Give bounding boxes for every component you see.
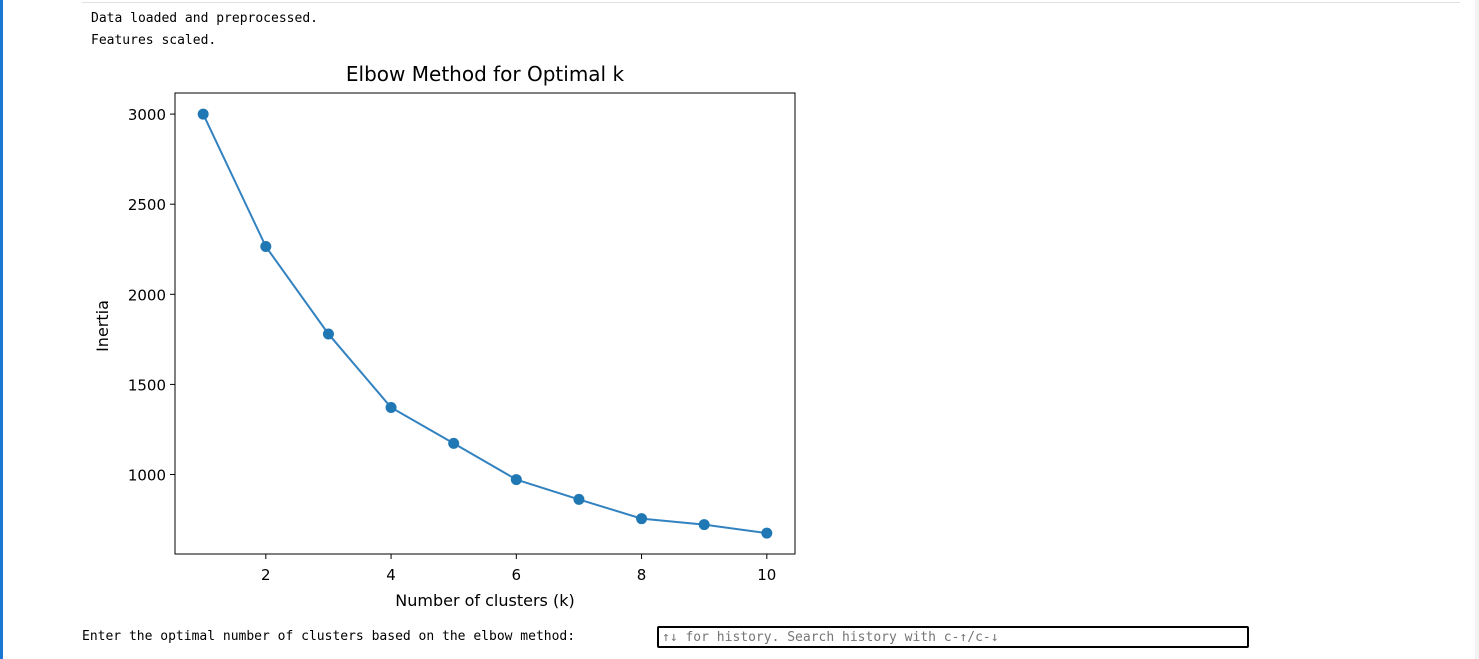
x-axis: 2 4 6 8 10 bbox=[261, 554, 776, 584]
x-tick-label: 2 bbox=[261, 566, 271, 584]
scrollbar[interactable] bbox=[1475, 0, 1479, 659]
x-tick-label: 4 bbox=[386, 566, 396, 584]
data-point bbox=[448, 437, 460, 449]
x-tick-label: 6 bbox=[512, 566, 522, 584]
y-axis-label: Inertia bbox=[93, 300, 112, 352]
y-axis: 1000 1500 2000 2500 3000 bbox=[128, 106, 175, 485]
active-cell-indicator bbox=[0, 0, 3, 659]
data-point bbox=[510, 474, 522, 486]
inertia-series bbox=[197, 108, 773, 539]
y-tick-label: 2500 bbox=[128, 196, 166, 214]
prompt-label: Enter the optimal number of clusters bas… bbox=[82, 629, 583, 644]
data-point bbox=[698, 519, 710, 531]
data-point bbox=[636, 513, 648, 525]
x-tick-label: 10 bbox=[757, 566, 776, 584]
x-tick-label: 8 bbox=[637, 566, 647, 584]
cell-divider bbox=[82, 2, 1460, 3]
y-tick-label: 3000 bbox=[128, 106, 166, 124]
data-point bbox=[573, 493, 585, 505]
data-point bbox=[260, 241, 272, 253]
series-line bbox=[202, 113, 767, 535]
output-line: Features scaled. bbox=[91, 33, 217, 48]
stdin-input-field[interactable] bbox=[657, 626, 1249, 648]
output-line: Data loaded and preprocessed. bbox=[91, 11, 318, 26]
x-axis-label: Number of clusters (k) bbox=[395, 591, 574, 610]
data-point bbox=[322, 328, 334, 340]
data-point bbox=[197, 108, 209, 120]
y-tick-label: 1000 bbox=[128, 467, 166, 485]
y-tick-label: 1500 bbox=[128, 376, 166, 394]
data-point bbox=[385, 401, 397, 413]
data-point bbox=[761, 527, 773, 539]
plot-frame bbox=[174, 92, 796, 555]
elbow-chart: Elbow Method for Optimal k 1000 1500 2000 2… bbox=[93, 62, 796, 610]
chart-title: Elbow Method for Optimal k bbox=[346, 62, 625, 86]
y-tick-label: 2000 bbox=[128, 286, 166, 304]
